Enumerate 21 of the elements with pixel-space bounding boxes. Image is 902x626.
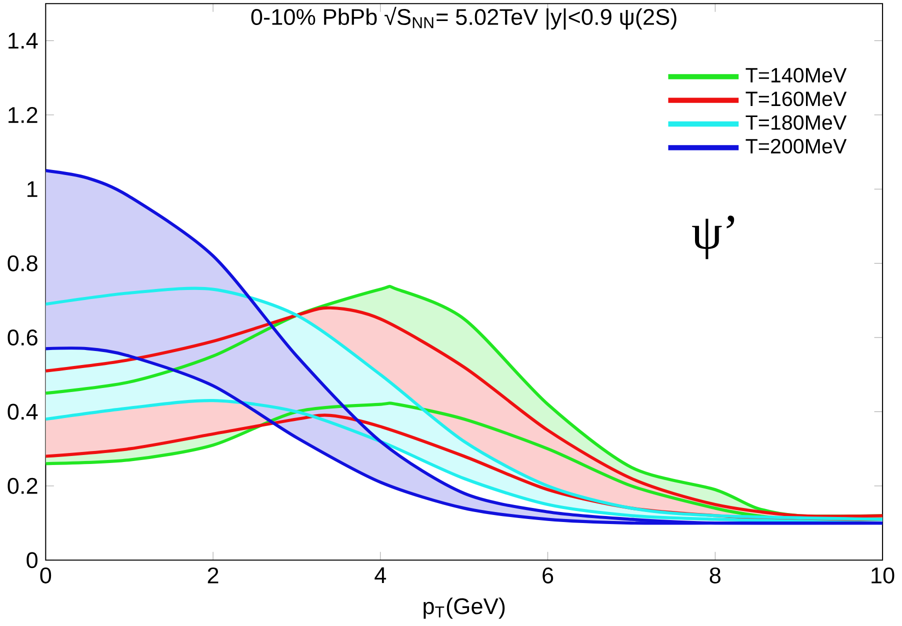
y-tick-label: 0.6: [8, 330, 38, 346]
x-tick-label: 8: [710, 568, 720, 584]
x-tick-label: 6: [542, 568, 554, 584]
legend-label: T=160MeV: [746, 92, 847, 106]
y-tick-label: 1.4: [8, 33, 38, 49]
x-tick-label: 10: [872, 568, 894, 584]
legend-label: T=140MeV: [746, 68, 847, 83]
x-tick-label: 0: [40, 568, 52, 584]
x-tick-label: 2: [208, 568, 218, 584]
y-tick-label: 0: [26, 552, 38, 568]
legend-label: T=200MeV: [746, 139, 847, 154]
y-tick-label: 0.8: [8, 256, 38, 272]
annotation: ψ’: [692, 216, 734, 260]
y-tick-label: 1.2: [8, 107, 38, 124]
y-tick-label: 1: [27, 182, 38, 198]
y-tick-label: 0.4: [8, 404, 38, 420]
x-axis-title: p$_{T}$(GeV): [424, 598, 505, 619]
x-tick-label: 4: [374, 568, 386, 584]
chart-title: 0-10% PbPb √S$_{NN}$= 5.02TeV |y|<0.9 ψ(2S): [251, 7, 676, 30]
legend-label: T=180MeV: [746, 115, 847, 130]
y-tick-label: 0.2: [8, 478, 38, 494]
